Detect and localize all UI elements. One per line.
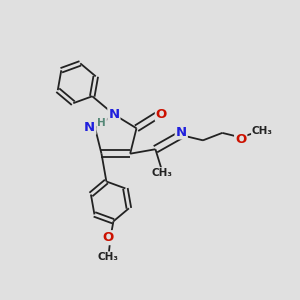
Text: O: O [235,133,246,146]
Text: N: N [176,125,187,139]
Text: CH₃: CH₃ [152,168,173,178]
Text: N: N [108,108,119,121]
Text: O: O [156,108,167,121]
Text: N: N [84,121,95,134]
Text: O: O [102,231,114,244]
Text: CH₃: CH₃ [252,126,273,136]
Text: CH₃: CH₃ [98,252,118,262]
Text: H: H [97,118,106,128]
